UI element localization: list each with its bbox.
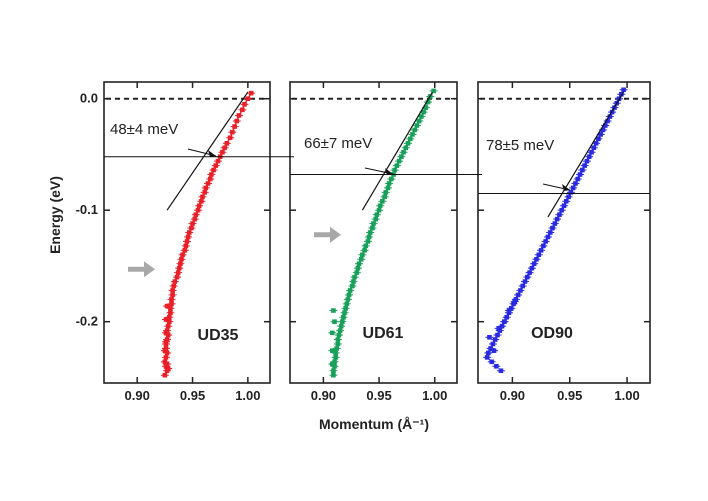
data-point bbox=[487, 334, 492, 340]
data-point bbox=[162, 372, 168, 378]
x-tick-label: 0.95 bbox=[557, 388, 582, 403]
panel-frame bbox=[289, 81, 458, 384]
data-point bbox=[494, 363, 499, 369]
kink-arrow-head bbox=[562, 184, 570, 191]
data-point bbox=[162, 348, 168, 353]
data-point bbox=[621, 87, 626, 93]
x-tick-label: 1.00 bbox=[235, 388, 260, 403]
sample-label: UD35 bbox=[198, 327, 239, 344]
data-point bbox=[165, 366, 171, 371]
data-point bbox=[498, 368, 504, 374]
x-tick-label: 0.90 bbox=[500, 388, 525, 403]
data-point bbox=[330, 330, 335, 336]
data-point bbox=[163, 317, 169, 322]
data-series-od90 bbox=[483, 87, 628, 374]
kink-arrow-head bbox=[385, 168, 393, 175]
data-point bbox=[331, 372, 336, 378]
y-tick-label: -0.2 bbox=[76, 314, 98, 329]
panel-frame bbox=[477, 81, 651, 384]
kink-guide-lines bbox=[104, 156, 650, 194]
fit-line bbox=[166, 91, 249, 211]
x-tick-label: 0.95 bbox=[180, 388, 205, 403]
panel-ud61: 0.90 0.95 1.00 UD61 66±7 meV bbox=[289, 81, 458, 403]
y-tick-label: 0.0 bbox=[80, 91, 98, 106]
x-tick-label: 1.00 bbox=[422, 388, 447, 403]
series-line bbox=[333, 90, 435, 367]
y-tick-label: -0.1 bbox=[76, 202, 98, 217]
x-tick-label: 1.00 bbox=[614, 388, 639, 403]
highlight-arrow bbox=[128, 261, 155, 278]
kink-energy-label: 48±4 meV bbox=[110, 121, 178, 138]
panel-od90: 0.90 0.95 1.00 OD90 78±5 meV bbox=[477, 81, 651, 403]
sample-label: UD61 bbox=[363, 325, 404, 342]
fit-line bbox=[547, 91, 625, 218]
data-point bbox=[331, 368, 336, 374]
x-tick-label: 0.90 bbox=[125, 388, 150, 403]
highlight-arrow bbox=[314, 226, 341, 243]
data-point bbox=[163, 330, 169, 336]
kink-arrow-head bbox=[208, 150, 216, 157]
series-line bbox=[164, 92, 252, 376]
data-point bbox=[332, 319, 337, 324]
panel-ud35: 0.0 -0.1 -0.2 0.90 0.95 1.00 UD35 48±4 meV bbox=[76, 81, 271, 403]
panel-frame bbox=[103, 81, 271, 384]
data-point bbox=[330, 361, 335, 367]
series-line bbox=[486, 89, 625, 363]
data-point bbox=[330, 348, 335, 353]
data-point bbox=[496, 326, 501, 331]
kink-energy-label: 66±7 meV bbox=[304, 135, 372, 152]
y-axis-title: Energy (eV) bbox=[47, 176, 63, 254]
kink-energy-label: 78±5 meV bbox=[486, 137, 554, 154]
x-axis-title: Momentum (Å⁻¹) bbox=[319, 416, 429, 432]
data-series-ud35 bbox=[160, 90, 256, 378]
data-point bbox=[164, 361, 170, 367]
fit-line bbox=[361, 91, 434, 211]
x-tick-label: 0.90 bbox=[311, 388, 336, 403]
data-point bbox=[164, 303, 170, 309]
data-point bbox=[506, 308, 512, 313]
data-point bbox=[331, 308, 336, 313]
data-point bbox=[491, 348, 497, 353]
sample-label: OD90 bbox=[531, 325, 573, 342]
x-tick-label: 0.95 bbox=[366, 388, 391, 403]
